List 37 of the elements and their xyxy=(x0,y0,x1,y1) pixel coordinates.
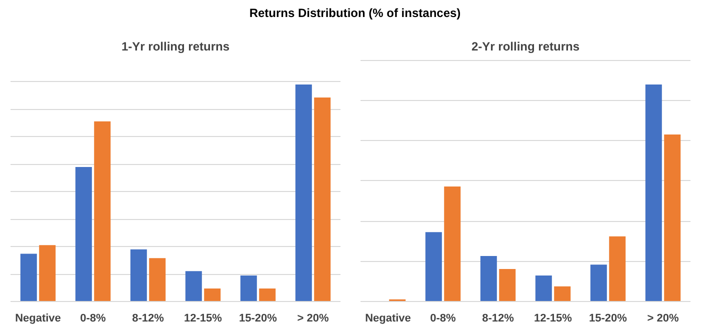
x-tick-label: 15-20% xyxy=(239,312,278,324)
x-tick-label: 8-12% xyxy=(132,312,164,324)
x-tick-label: > 20% xyxy=(647,312,679,324)
bar xyxy=(39,245,56,302)
bar xyxy=(240,275,257,302)
bar xyxy=(259,288,276,302)
x-tick-label: Negative xyxy=(15,312,61,324)
bar xyxy=(499,268,516,302)
bar xyxy=(295,84,312,302)
bar xyxy=(94,121,111,302)
x-tick-label: 0-8% xyxy=(430,312,456,324)
bar xyxy=(20,254,37,302)
bar xyxy=(75,166,92,302)
bar xyxy=(185,271,202,302)
bar xyxy=(590,264,607,302)
text: Returns Distribution (% of instances) xyxy=(248,5,462,22)
bar xyxy=(444,186,461,302)
bar xyxy=(149,258,166,302)
x-tick-label: 0-8% xyxy=(80,312,106,324)
bar xyxy=(480,256,497,302)
x-tick-label: 15-20% xyxy=(589,312,628,324)
bar xyxy=(554,286,571,302)
bar xyxy=(535,275,552,302)
bar xyxy=(130,249,147,302)
x-tick-label: Negative xyxy=(365,312,411,324)
x-tick-label: > 20% xyxy=(297,312,329,324)
chart-title: 1-Yr rolling returns xyxy=(121,40,230,54)
x-tick-label: 12-15% xyxy=(534,312,572,324)
bar xyxy=(425,232,442,302)
bar xyxy=(609,236,626,302)
bar xyxy=(645,84,662,302)
chart-title: 2-Yr rolling returns xyxy=(471,40,580,54)
x-tick-label: 12-15% xyxy=(184,312,222,324)
x-tick-label: 8-12% xyxy=(482,312,514,324)
bar xyxy=(314,98,331,302)
bar xyxy=(204,288,221,302)
bar xyxy=(664,134,681,302)
